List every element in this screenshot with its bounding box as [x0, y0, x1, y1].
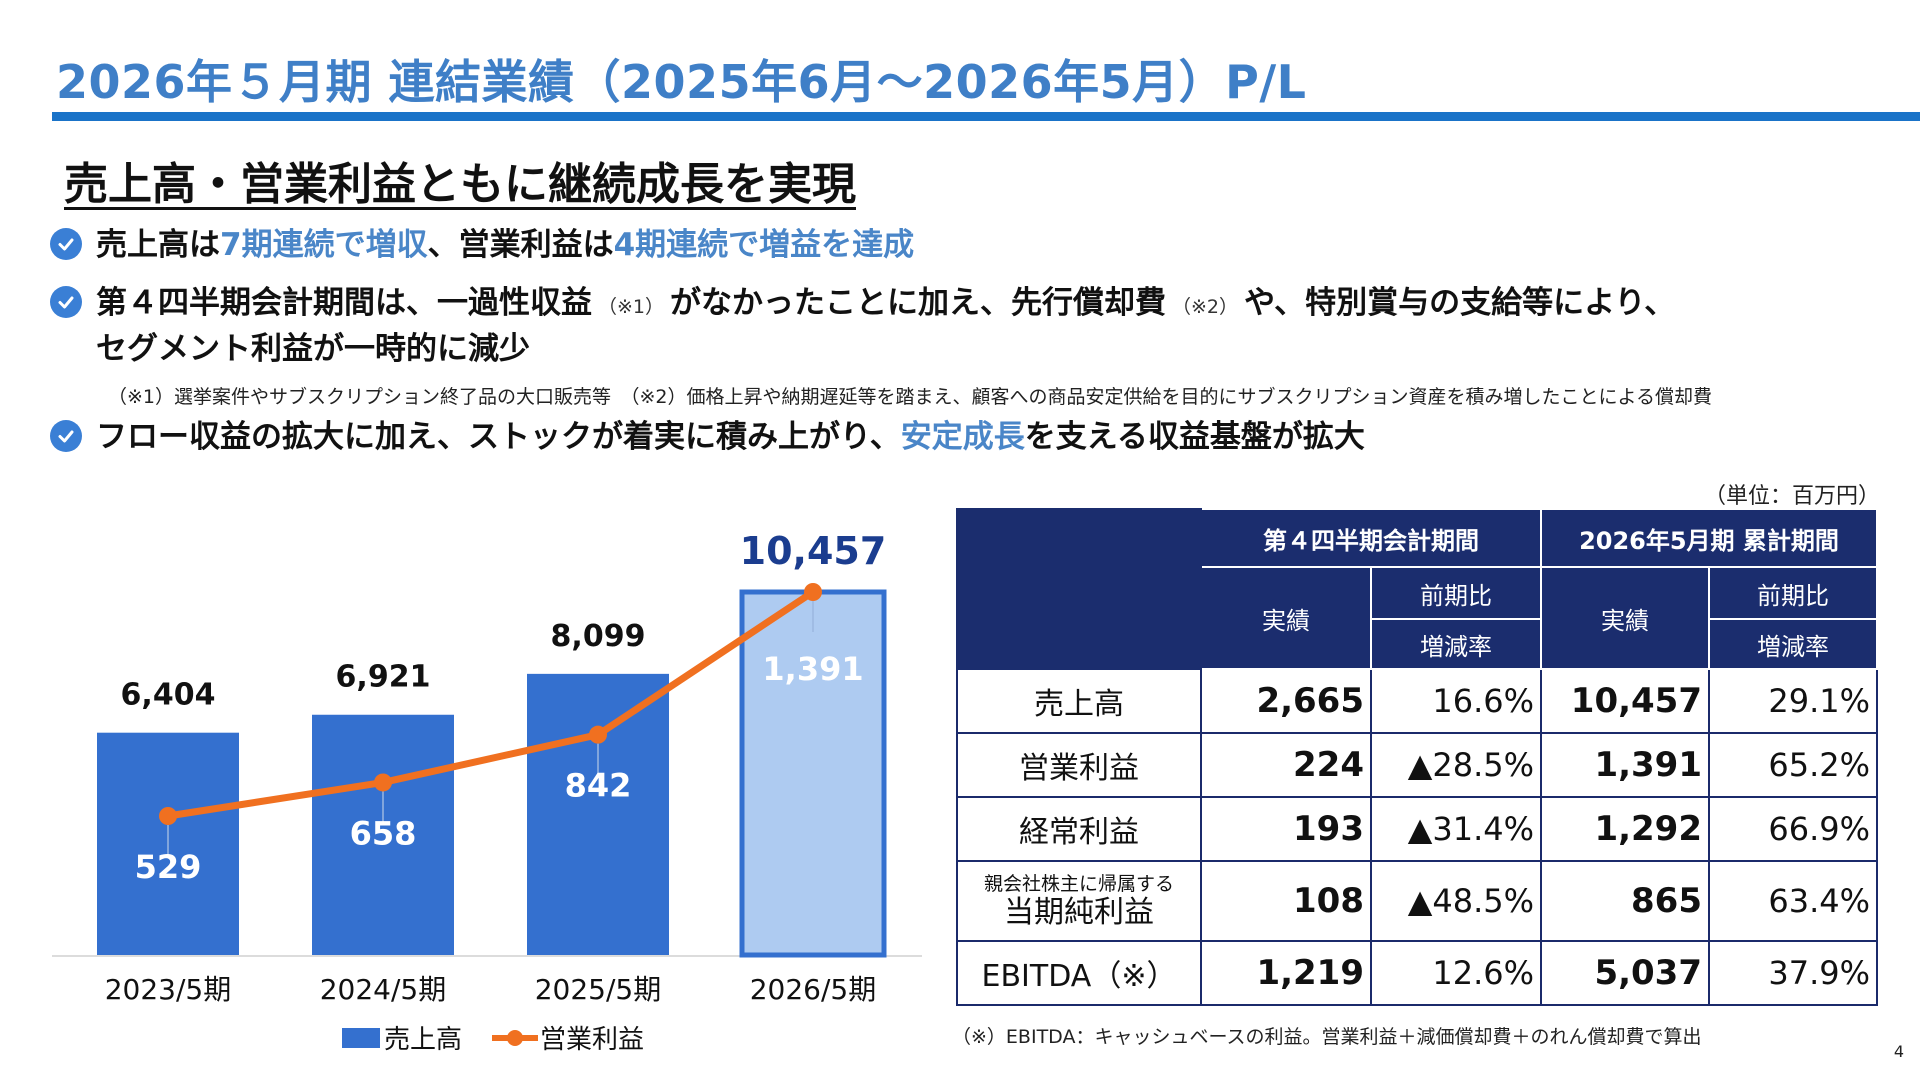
table-corner: [956, 508, 1202, 670]
bullet-2-notes: （※1）選挙案件やサブスクリプション終了品の大口販売等 （※2）価格上昇や納期遅…: [108, 386, 1712, 408]
header-full-year: 2026年5月期 累計期間: [1540, 508, 1878, 568]
line-value-label: 842: [565, 767, 632, 805]
row-label: 親会社株主に帰属する 当期純利益: [956, 860, 1202, 942]
bar-value-label: 8,099: [551, 619, 646, 654]
legend-swatch-revenue: [342, 1028, 380, 1048]
row-label: 営業利益: [956, 732, 1202, 798]
row-label: 売上高: [956, 668, 1202, 734]
x-tick-label: 2025/5期: [535, 973, 662, 1006]
full-value: 5,037: [1540, 940, 1710, 1006]
header-q4: 第４四半期会計期間: [1200, 508, 1542, 568]
full-rate: 65.2%: [1708, 732, 1878, 798]
x-tick-label: 2024/5期: [320, 973, 447, 1006]
q4-value: 224: [1200, 732, 1372, 798]
full-rate: 29.1%: [1708, 668, 1878, 734]
ebitda-footnote: （※）EBITDA：キャッシュベースの利益。営業利益＋減価償却費＋のれん償却費で…: [952, 1026, 1702, 1048]
full-value: 1,391: [1540, 732, 1710, 798]
title-divider: [52, 112, 1920, 121]
bullet-2-text: 第４四半期会計期間は、一過性収益 （※1） がなかったことに加え、先行償却費 （※2）…: [96, 285, 1676, 367]
q4-rate: 16.6%: [1370, 668, 1542, 734]
header-q4-actual: 実績: [1200, 566, 1372, 670]
bullet-1-text: 売上高は7期連続で増収、営業利益は4期連続で増益を達成: [96, 227, 915, 263]
page-number: 4: [1893, 1042, 1904, 1061]
q4-rate: ▲28.5%: [1370, 732, 1542, 798]
bullet-1: 売上高は7期連続で増収、営業利益は4期連続で増益を達成: [50, 224, 914, 266]
row-label: 経常利益: [956, 796, 1202, 862]
table-row: 売上高 2,665 16.6% 10,457 29.1%: [956, 668, 1878, 734]
line-operating-profit: [167, 589, 815, 820]
q4-rate: ▲48.5%: [1370, 860, 1542, 942]
bullet-2: 第４四半期会計期間は、一過性収益 （※1） がなかったことに加え、先行償却費 （※2）…: [50, 282, 1675, 370]
legend-marker-profit: [507, 1030, 523, 1046]
results-table: 第４四半期会計期間 2026年5月期 累計期間 実績 前期比 実績 前期比 増減…: [956, 508, 1878, 1006]
table-row: 営業利益 224 ▲28.5% 1,391 65.2%: [956, 732, 1878, 798]
header-full-yoy: 前期比: [1708, 566, 1878, 620]
bar-value-label: 6,921: [336, 660, 431, 695]
full-value: 1,292: [1540, 796, 1710, 862]
point-operating-profit: [159, 807, 177, 825]
header-full-rate: 増減率: [1708, 618, 1878, 670]
chart-svg: 6,404 2023/5期 6,921 2024/5期 8,099 2025/5期 10,4…: [52, 529, 922, 1055]
header-q4-yoy: 前期比: [1370, 566, 1542, 620]
q4-rate: 12.6%: [1370, 940, 1542, 1006]
bar-revenue: [739, 589, 887, 958]
bullet-3: フロー収益の拡大に加え、ストックが着実に積み上がり、安定成長を支える収益基盤が拡…: [50, 416, 1365, 458]
revenue-profit-chart: 6,404 2023/5期 6,921 2024/5期 8,099 2025/5期 10,4…: [52, 529, 932, 1070]
full-rate: 66.9%: [1708, 796, 1878, 862]
bullet-3-text: フロー収益の拡大に加え、ストックが着実に積み上がり、安定成長を支える収益基盤が拡…: [96, 419, 1365, 455]
legend-label-revenue: 売上高: [384, 1025, 462, 1055]
unit-label: （単位：百万円）: [1703, 484, 1880, 509]
check-circle-icon: [50, 420, 82, 452]
full-rate: 63.4%: [1708, 860, 1878, 942]
line-value-label: 658: [350, 814, 417, 852]
full-value: 865: [1540, 860, 1710, 942]
check-circle-icon: [50, 286, 82, 318]
point-operating-profit: [804, 583, 822, 601]
row-label: EBITDA（※）: [956, 940, 1202, 1006]
table-row: 親会社株主に帰属する 当期純利益 108 ▲48.5% 865 63.4%: [956, 860, 1878, 942]
full-rate: 37.9%: [1708, 940, 1878, 1006]
bar-revenue: [527, 673, 669, 955]
q4-value: 2,665: [1200, 668, 1372, 734]
line-value-label: 529: [135, 848, 202, 886]
bar-revenue: [312, 714, 454, 955]
legend-label-profit: 営業利益: [540, 1025, 644, 1055]
table-row: EBITDA（※） 1,219 12.6% 5,037 37.9%: [956, 940, 1878, 1006]
q4-value: 1,219: [1200, 940, 1372, 1006]
section-subtitle: 売上高・営業利益ともに継続成長を実現: [64, 159, 856, 210]
point-operating-profit: [374, 773, 392, 792]
check-circle-icon: [50, 228, 82, 260]
header-full-actual: 実績: [1540, 566, 1710, 670]
bar-value-label: 10,457: [740, 530, 887, 573]
q4-rate: ▲31.4%: [1370, 796, 1542, 862]
header-q4-rate: 増減率: [1370, 618, 1542, 670]
bar-value-label: 6,404: [121, 678, 216, 713]
line-value-label: 1,391: [762, 650, 863, 688]
x-tick-label: 2023/5期: [105, 973, 232, 1006]
table-row: 経常利益 193 ▲31.4% 1,292 66.9%: [956, 796, 1878, 862]
q4-value: 108: [1200, 860, 1372, 942]
page-title: 2026年５月期 連結業績（2025年6月〜2026年5月）P/L: [56, 55, 1307, 109]
point-operating-profit: [589, 725, 607, 744]
x-tick-label: 2026/5期: [750, 973, 877, 1006]
full-value: 10,457: [1540, 668, 1710, 734]
q4-value: 193: [1200, 796, 1372, 862]
